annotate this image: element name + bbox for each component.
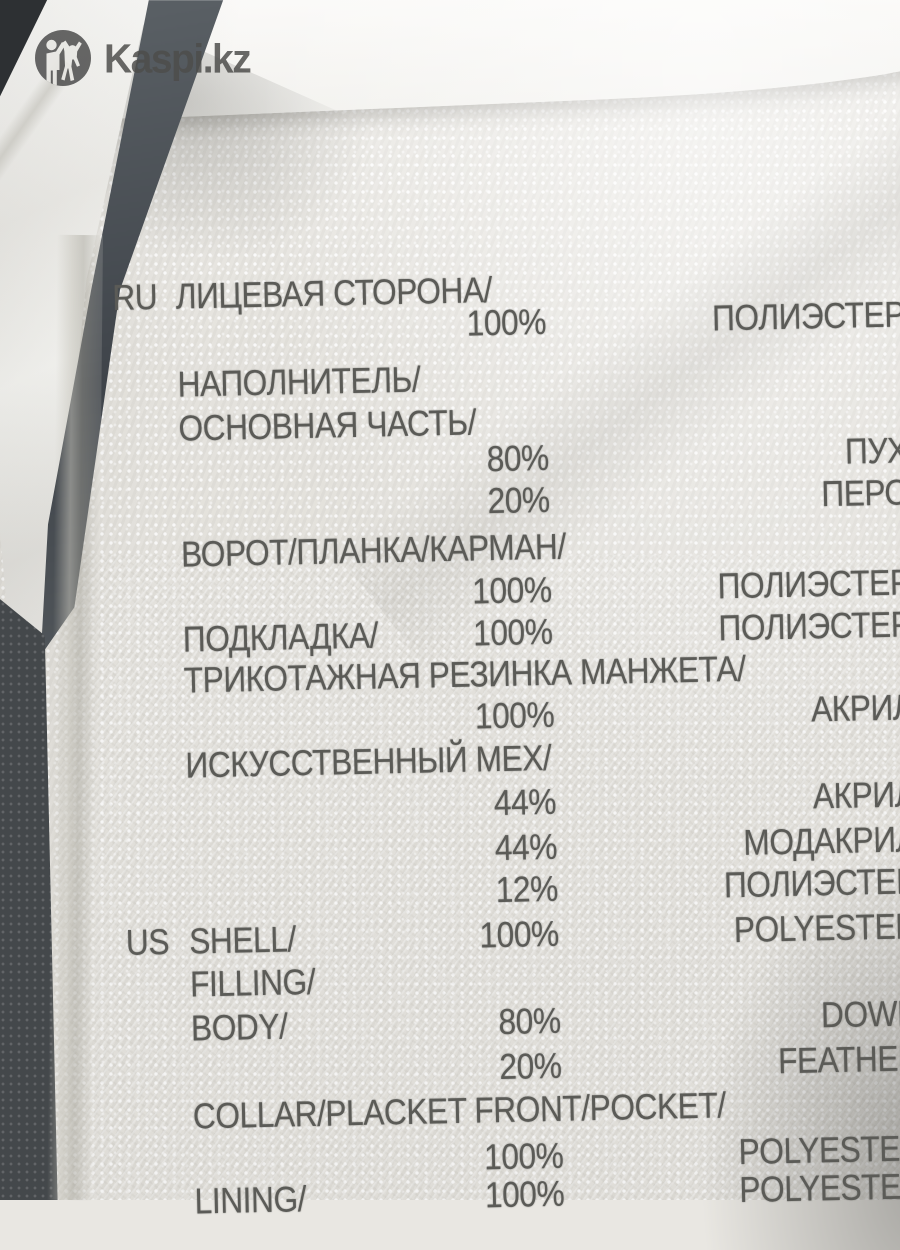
kaspi-brand-text: Kaspi.kz (104, 37, 252, 82)
percent-value: 100% (484, 1172, 565, 1216)
percent-value: 44% (493, 780, 557, 824)
label-row: НАПОЛНИТЕЛЬ/ (114, 351, 900, 405)
percent-value: 100% (472, 610, 553, 654)
part-name: ПОДКЛАДКА/ (182, 614, 379, 660)
material-name: АКРИЛ (810, 686, 900, 730)
part-name: ОСНОВНАЯ ЧАСТЬ/ (178, 401, 477, 449)
percent-value: 100% (471, 568, 552, 612)
lang-code: RU (111, 276, 158, 318)
material-name: ПОЛИЭСТЕР (723, 860, 900, 906)
kaspi-watermark: Kaspi.kz (35, 30, 252, 90)
material-name: МОДАКРИЛ (742, 818, 900, 863)
percent-value: 12% (495, 867, 559, 911)
material-name: ПУХ (844, 429, 900, 472)
percent-value: 100% (479, 912, 560, 956)
percent-value: 100% (474, 693, 555, 737)
material-name: ПЕРО (820, 471, 900, 515)
material-name: АКРИЛ (812, 773, 900, 817)
percent-value: 20% (487, 478, 551, 522)
part-name: FILLING/ (189, 960, 316, 1005)
label-row: 20% FEATHER (128, 1037, 900, 1093)
part-name: ТРИКОТАЖНАЯ РЕЗИНКА МАНЖЕТА/ (183, 647, 746, 701)
part-name: COLLAR/PLACKET FRONT/POCKET/ (192, 1084, 727, 1137)
material-name: ПОЛИЭСТЕР (711, 293, 900, 339)
part-name: ВОРОТ/ПЛАНКА/КАРМАН/ (180, 525, 567, 575)
label-row: ИСКУССТВЕННЫЙ МЕХ/ (122, 732, 900, 786)
percent-value: 100% (483, 1134, 564, 1178)
part-name: ИСКУССТВЕННЫЙ МЕХ/ (185, 736, 552, 786)
part-name: LINING/ (194, 1178, 307, 1222)
part-name: SHELL/ (188, 918, 297, 962)
material-name: FEATHER (777, 1037, 900, 1082)
material-name: ПОЛИЭСТЕР (718, 603, 900, 649)
percent-value: 80% (498, 999, 561, 1043)
lang-code: US (125, 920, 170, 963)
material-name: ПОЛИЭСТЕР (717, 561, 900, 607)
material-name: POLYESTER (733, 905, 900, 951)
label-row: US SHELL/100% POLYESTER (125, 905, 900, 963)
percent-value: 44% (494, 825, 558, 869)
part-name: НАПОЛНИТЕЛЬ/ (177, 358, 421, 405)
percent-value: 100% (466, 300, 547, 344)
label-row: COLLAR/PLACKET FRONT/POCKET/ (129, 1083, 900, 1136)
kaspi-people-icon (35, 30, 92, 90)
material-name: DOWN (820, 992, 900, 1036)
part-name: BODY/ (190, 1005, 288, 1049)
percent-value: 20% (498, 1044, 562, 1088)
care-label-text-block: RU ЛИЦЕВАЯ СТОРОНА/ 100% ПОЛИЭСТЕР НАПОЛНИ… (112, 263, 900, 1239)
material-name: POLYESTER (738, 1165, 900, 1211)
percent-value: 80% (486, 436, 550, 480)
